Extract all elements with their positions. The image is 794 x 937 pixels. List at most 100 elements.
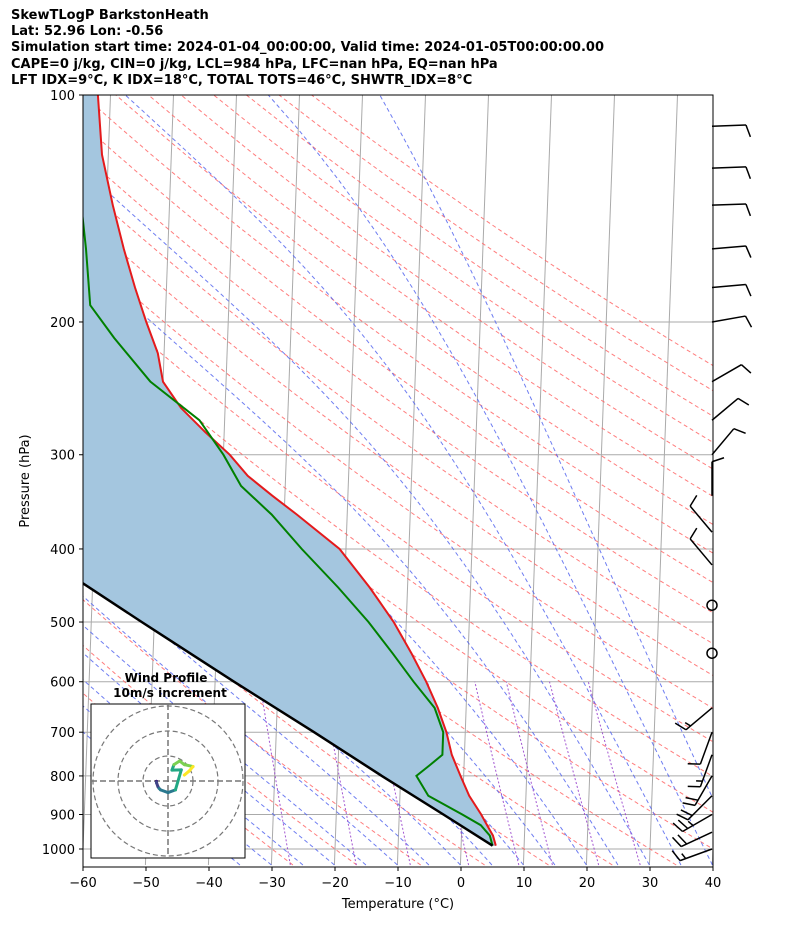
wind-barb-staff [711, 364, 742, 383]
wind-barbs [671, 124, 753, 862]
location-line: Lat: 52.96 Lon: -0.56 [11, 24, 164, 40]
y-tick-label: 1000 [42, 843, 75, 858]
wind-barb [711, 364, 752, 383]
wind-barb [711, 397, 750, 421]
wind-barb [711, 428, 746, 456]
wind-barb-flag [733, 428, 746, 435]
cin-area [83, 95, 496, 846]
dry-adiabat-line [83, 554, 485, 866]
y-tick-label: 700 [50, 726, 75, 741]
dry-adiabat-line [83, 123, 713, 584]
wind-barb-flag [745, 166, 752, 179]
wind-barb-half-flag [681, 853, 687, 860]
isotherm-line [775, 95, 794, 865]
stability-line: CAPE=0 j/kg, CIN=0 j/kg, LCL=984 hPa, LF… [11, 56, 498, 72]
dry-adiabat-line [180, 95, 713, 470]
moist-adiabat-line [267, 95, 713, 866]
moist-adiabat-line [83, 259, 619, 866]
wind-barb-flag [737, 397, 750, 406]
dry-adiabat-line [83, 250, 713, 709]
wind-barb [672, 813, 713, 833]
mixing-ratio-line [549, 681, 600, 866]
dry-adiabat-line [83, 599, 421, 866]
wind-barb-flag [745, 284, 752, 297]
wind-barb-flag [689, 527, 698, 540]
wind-barb [711, 315, 753, 328]
wind-barb-staff [711, 245, 746, 250]
wind-barb-flag [676, 813, 689, 821]
wind-barb-staff [711, 315, 746, 323]
dry-adiabat-line [83, 355, 713, 813]
x-tick-label: 20 [579, 876, 596, 891]
wind-barb [711, 283, 752, 297]
y-tick-label: 500 [50, 616, 75, 631]
wind-barb [671, 848, 713, 862]
x-tick-label: −60 [69, 876, 96, 891]
x-tick-label: −10 [384, 876, 411, 891]
wind-barb-staff [685, 707, 713, 731]
hodograph-segment [173, 768, 183, 792]
y-axis-label: Pressure (hPa) [18, 434, 33, 527]
mixing-ratio-line [372, 681, 411, 866]
wind-barb [689, 527, 713, 566]
wind-barb-flag [745, 245, 752, 258]
wind-barb-flag [745, 203, 752, 217]
inset-title: Wind Profile [125, 671, 208, 685]
wind-barb-flag [682, 802, 696, 807]
isotherm-line [585, 95, 615, 865]
wind-barb-flag [674, 722, 687, 731]
wind-barb-staff [711, 397, 739, 421]
wind-barb [687, 731, 713, 765]
y-tick-label: 400 [50, 543, 75, 558]
wind-barb [689, 494, 713, 533]
y-tick-label: 100 [50, 89, 75, 104]
dry-adiabat-line [83, 471, 613, 866]
isotherm-line [522, 95, 552, 865]
wind-barb-staff [711, 428, 735, 456]
wind-barb [676, 795, 713, 821]
time-line: Simulation start time: 2024-01-04_00:00:… [11, 40, 604, 56]
x-tick-label: 10 [516, 876, 533, 891]
wind-barb [711, 245, 752, 258]
x-tick-label: −50 [132, 876, 159, 891]
inset-subtitle: 10m/s increment [113, 686, 227, 700]
wind-barb-staff [689, 538, 713, 566]
wind-barb-staff [699, 731, 713, 765]
wind-barb-flag [685, 796, 699, 801]
mixing-ratio-line [259, 681, 291, 866]
chart-header: SkewTLogP BarkstonHeath Lat: 52.96 Lon: … [11, 8, 604, 89]
wind-barb-half-flag [684, 721, 691, 727]
x-tick-label: −40 [195, 876, 222, 891]
mixing-ratio-line [587, 681, 641, 866]
y-tick-label: 900 [50, 808, 75, 823]
wind-barb [674, 707, 713, 731]
chart-title: SkewTLogP BarkstonHeath [11, 8, 209, 23]
wind-barb-staff [711, 203, 747, 206]
mixing-ratio-line [505, 681, 553, 866]
mixing-ratio-line [474, 681, 520, 866]
wind-barb-calm [706, 599, 718, 611]
isotherm-line [648, 95, 678, 865]
wind-barb-flag [689, 494, 698, 507]
profile-series [83, 95, 497, 847]
wind-barb-staff [711, 283, 746, 289]
y-tick-label: 200 [50, 316, 75, 331]
isotherm-line [711, 835, 713, 865]
dewpoint-line [83, 211, 494, 846]
mixing-ratio-lines [259, 681, 641, 866]
mixing-ratio-line [321, 681, 357, 866]
x-axis-label: Temperature (°C) [341, 897, 454, 912]
wind-barb-flag [677, 819, 689, 830]
isotherm-line [459, 95, 489, 865]
wind-barb-calm [706, 647, 718, 659]
wind-barb-staff [682, 813, 713, 833]
index-line: LFT IDX=9°C, K IDX=18°C, TOTAL TOTS=46°C… [11, 72, 473, 88]
moist-adiabat-line [83, 334, 587, 866]
wind-barb-flag [740, 364, 752, 374]
wind-barb-staff [711, 124, 747, 127]
x-tick-label: 40 [705, 876, 722, 891]
x-axis-ticks: −60 −50 −40 −30 −20 −10 0 10 20 30 40 [69, 867, 721, 891]
wind-barb [682, 775, 713, 807]
hodograph-trace [154, 759, 195, 795]
y-tick-label: 800 [50, 770, 75, 785]
